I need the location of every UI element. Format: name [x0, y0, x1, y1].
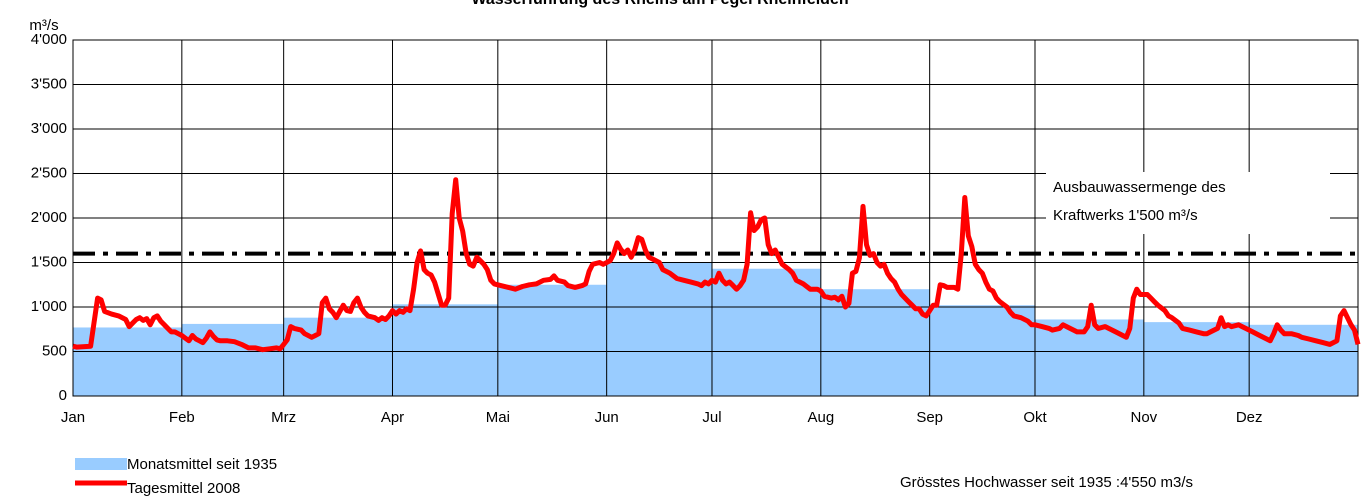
- x-tick-label: Aug: [807, 409, 834, 426]
- monthly-mean-bar: [711, 268, 821, 396]
- y-tick-label: 3'500: [31, 75, 67, 92]
- plot-border: [72, 39, 1359, 397]
- y-tick-label: 1'500: [31, 253, 67, 270]
- annotation-box: [1046, 172, 1330, 234]
- y-tick-label: 2'500: [31, 164, 67, 181]
- x-tick-label: Okt: [1023, 409, 1047, 426]
- chart-title: Wasserführung des Rheins am Pegel Rheinf…: [471, 0, 848, 8]
- y-tick-label: 1'000: [31, 298, 67, 315]
- footnote: Grösstes Hochwasser seit 1935 :4'550 m3/…: [900, 474, 1193, 491]
- y-tick-label: 4'000: [31, 31, 67, 48]
- x-tick-label: Jun: [595, 409, 619, 426]
- monthly-mean-bar: [929, 305, 1035, 396]
- x-tick-label: Jul: [702, 409, 721, 426]
- x-tick-label: Nov: [1130, 409, 1157, 426]
- annotation: Ausbauwassermenge des: [1053, 179, 1226, 196]
- x-tick-label: Apr: [381, 409, 404, 426]
- y-tick-label: 2'000: [31, 209, 67, 226]
- daily-line: [72, 177, 1361, 353]
- legend-label: Monatsmittel seit 1935: [127, 456, 277, 473]
- x-tick-label: Mrz: [271, 409, 296, 426]
- legend-swatch: [75, 458, 127, 470]
- x-tick-label: Jan: [61, 409, 85, 426]
- x-tick-label: Sep: [916, 409, 943, 426]
- x-tick-label: Feb: [169, 409, 195, 426]
- monthly-mean-bar: [181, 323, 284, 396]
- legend-label: Tagesmittel 2008: [127, 480, 240, 496]
- y-tick-label: 3'000: [31, 120, 67, 137]
- x-tick-label: Dez: [1236, 409, 1263, 426]
- y-tick-label: 500: [42, 342, 67, 359]
- annotation: Kraftwerks 1'500 m³/s: [1053, 207, 1198, 224]
- monthly-mean-bar: [497, 284, 607, 396]
- monthly-mean-bar: [392, 304, 498, 396]
- x-tick-label: Mai: [486, 409, 510, 426]
- y-axis-label: m³/s: [29, 17, 58, 34]
- y-tick-label: 0: [59, 387, 67, 404]
